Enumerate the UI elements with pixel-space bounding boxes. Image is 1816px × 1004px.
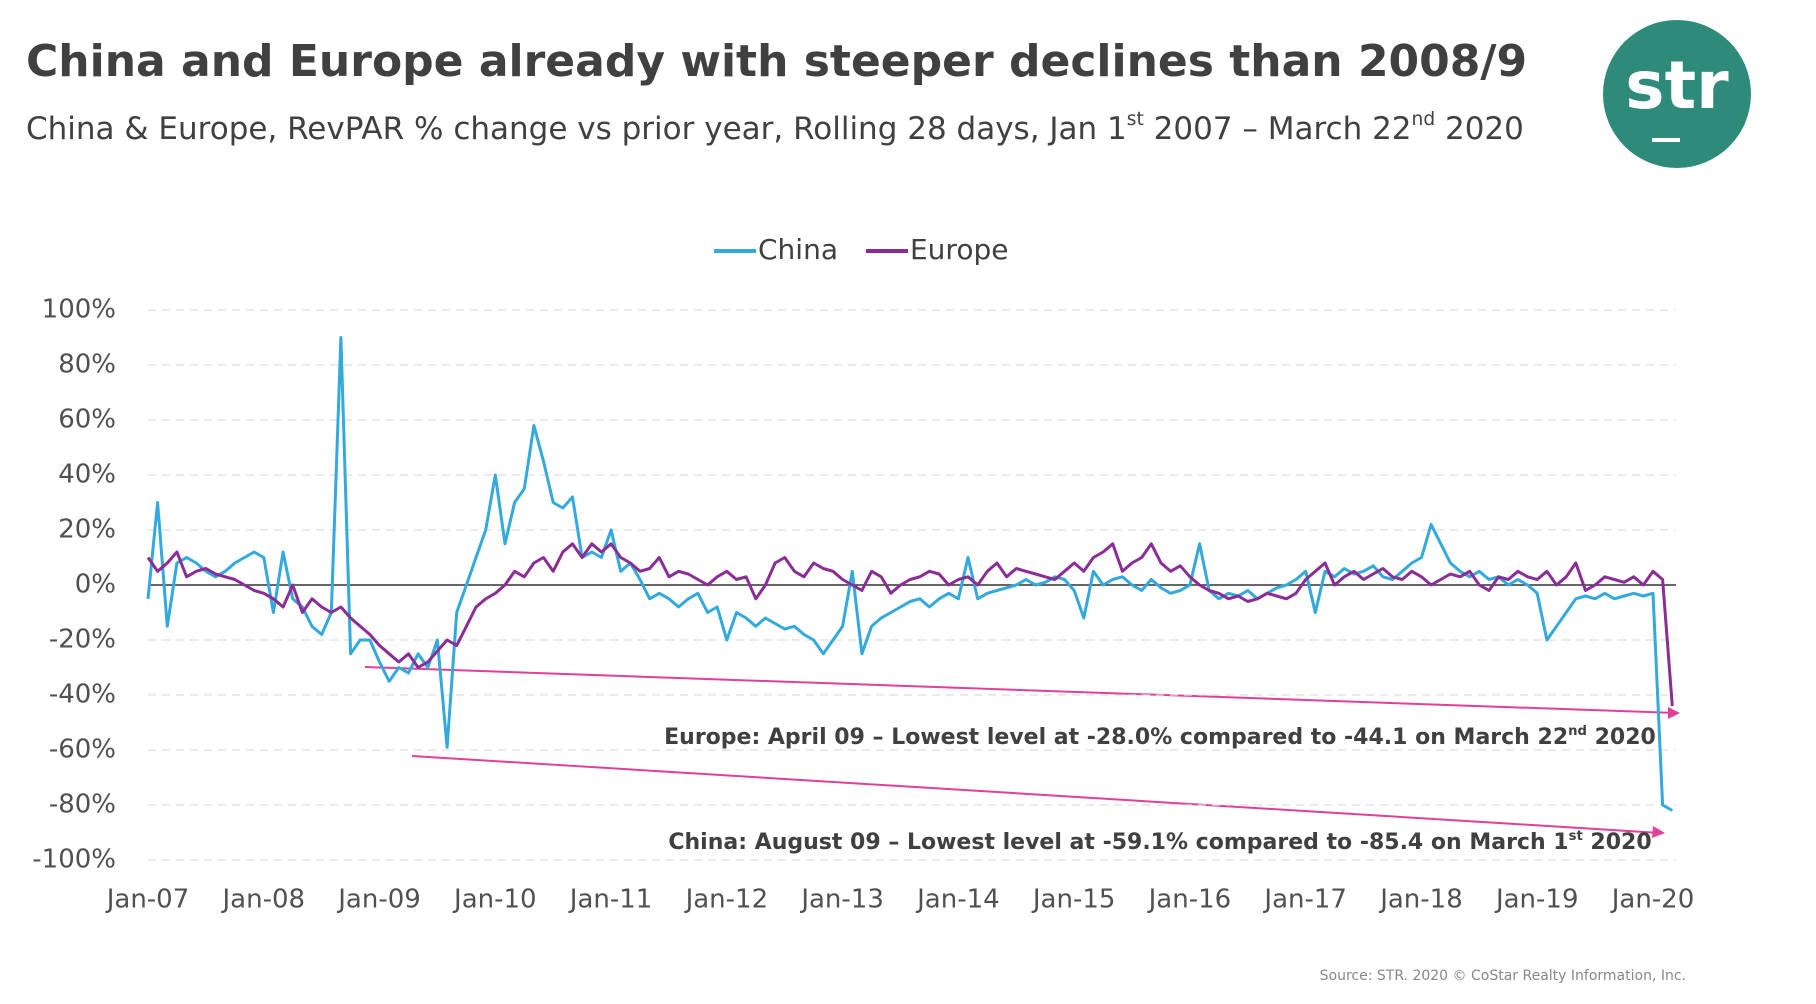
x-tick-label: Jan-17 [1262, 885, 1347, 915]
text-part: 2007 – March 22 [1144, 111, 1412, 147]
x-tick-label: Jan-14 [915, 885, 1000, 915]
text-part: 2020 [1435, 111, 1524, 147]
annotation: Europe: April 09 – Lowest level at -28.0… [664, 724, 1656, 751]
y-tick-label: 0% [75, 570, 116, 600]
annotation-arrow [411, 755, 1662, 834]
legend-label: China [758, 233, 838, 266]
y-tick-label: -40% [49, 680, 116, 710]
superscript: nd [1412, 109, 1436, 130]
superscript: nd [1568, 724, 1587, 739]
x-tick-label: Jan-19 [1494, 885, 1579, 915]
superscript: st [1127, 109, 1144, 130]
text-part: 2020 [1587, 725, 1656, 750]
y-tick-label: -60% [49, 735, 116, 765]
y-tick-label: 20% [58, 515, 116, 545]
x-tick-label: Jan-18 [1378, 885, 1463, 915]
y-tick-label: 100% [42, 295, 116, 325]
text-part: 2020 [1583, 830, 1652, 855]
annotation-arrow [364, 666, 1677, 714]
x-tick-label: Jan-07 [105, 885, 190, 915]
x-tick-label: Jan-15 [1031, 885, 1116, 915]
annotation: China: August 09 – Lowest level at -59.1… [668, 829, 1651, 856]
series-line [146, 336, 1674, 812]
x-tick-label: Jan-16 [1147, 885, 1232, 915]
x-tick-label: Jan-11 [568, 885, 653, 915]
logo-circle [1603, 20, 1751, 168]
x-tick-label: Jan-12 [684, 885, 769, 915]
chart-title: China and Europe already with steeper de… [26, 36, 1527, 87]
x-tick-label: Jan-13 [799, 885, 884, 915]
chart-subtitle: China & Europe, RevPAR % change vs prior… [26, 109, 1524, 147]
logo: str [1625, 47, 1729, 124]
y-tick-label: 40% [58, 460, 116, 490]
series-line [146, 542, 1674, 707]
x-tick-label: Jan-20 [1610, 885, 1695, 915]
arrow-head [1668, 707, 1680, 719]
x-tick-label: Jan-10 [452, 885, 537, 915]
arrow-head [1652, 826, 1665, 838]
y-tick-label: 80% [58, 350, 116, 380]
y-tick-label: 60% [58, 405, 116, 435]
text-part: Europe: April 09 – Lowest level at -28.0… [664, 725, 1568, 750]
source: Source: STR. 2020 © CoStar Realty Inform… [1320, 968, 1686, 984]
x-tick-label: Jan-09 [336, 885, 421, 915]
y-tick-label: -80% [49, 790, 116, 820]
text-part: China & Europe, RevPAR % change vs prior… [26, 111, 1127, 147]
superscript: st [1569, 829, 1583, 844]
y-tick-label: -20% [49, 625, 116, 655]
text-part: China: August 09 – Lowest level at -59.1… [668, 830, 1568, 855]
x-tick-label: Jan-08 [220, 885, 305, 915]
y-tick-label: -100% [32, 845, 116, 875]
legend-label: Europe [910, 233, 1008, 266]
